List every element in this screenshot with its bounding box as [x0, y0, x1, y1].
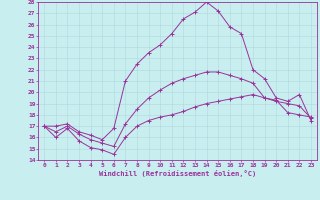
X-axis label: Windchill (Refroidissement éolien,°C): Windchill (Refroidissement éolien,°C)	[99, 170, 256, 177]
